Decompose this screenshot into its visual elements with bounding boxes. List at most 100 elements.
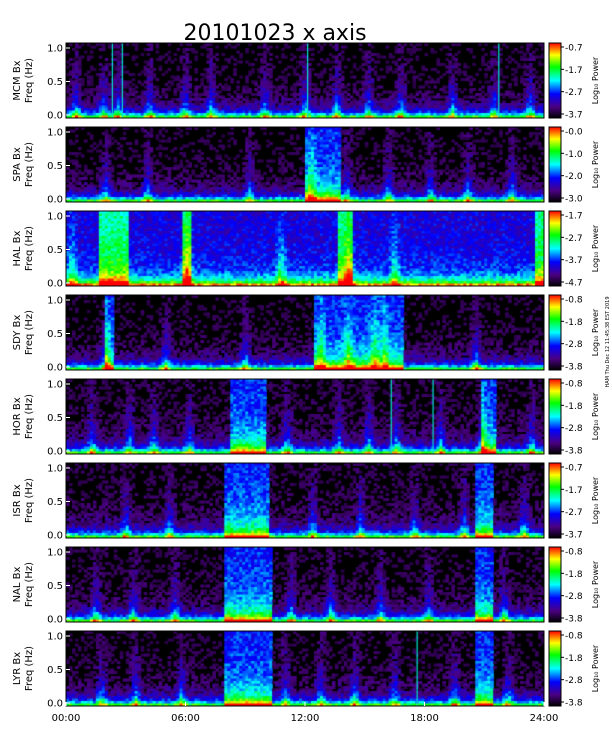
station-label: HOR Bx (12, 397, 23, 435)
colorbar-tick-label: -0.8 (565, 296, 583, 306)
y-tick-label: 0.0 (47, 615, 63, 626)
y-tick-label: 0.0 (47, 111, 63, 122)
y-tick-label: 1.0 (47, 212, 63, 223)
spectrogram-image (66, 547, 544, 622)
colorbar-tick-label: -2.8 (565, 340, 583, 350)
y-tick-label: 1.0 (47, 44, 63, 55)
colorbar-tick-label: -3.8 (565, 699, 583, 709)
x-tick-label: 18:00 (410, 713, 439, 724)
y-axis-label: Freq (Hz) (24, 394, 35, 439)
colorbar-tick-label: -1.0 (565, 150, 583, 160)
y-tick-label: 1.0 (47, 380, 63, 391)
y-tick-label: 0.0 (47, 279, 63, 290)
spectrogram-image (66, 211, 544, 286)
panel-frame (65, 462, 545, 539)
colorbar-label: Log₁₀ Power (591, 644, 600, 692)
panel-sdy: 0.0 0.5 1.0 SDY Bx Freq (Hz) -0.8 -1.8 -2.8 -3.8… (12, 294, 600, 374)
colorbar-tick-label: -1.7 (565, 66, 583, 76)
colorbar-tick-label: -2.7 (565, 88, 583, 98)
colorbar (548, 294, 562, 371)
colorbar-label: Log₁₀ Power (591, 56, 600, 104)
y-tick-label: 0.5 (47, 161, 63, 172)
colorbar (548, 546, 562, 623)
colorbar-tick-label: -0.8 (565, 632, 583, 642)
colorbar (548, 462, 562, 539)
colorbar-tick-label: -0.0 (565, 128, 583, 138)
panel-isr: 0.0 0.5 1.0 ISR Bx Freq (Hz) -0.7 -1.7 -2.7 -3.7… (12, 462, 600, 542)
colorbar-tick-label: -0.7 (565, 464, 583, 474)
colorbar (548, 126, 562, 203)
spectrogram-image (66, 463, 544, 538)
y-tick-label: 0.0 (47, 699, 63, 710)
colorbar (548, 378, 562, 455)
colorbar (548, 630, 562, 707)
y-axis-label: Freq (Hz) (24, 646, 35, 691)
panel-hal: 0.0 0.5 1.0 HAL Bx Freq (Hz) -1.7 -2.7 -3.7 -4.7… (12, 210, 600, 290)
y-axis-label: Freq (Hz) (24, 142, 35, 187)
y-tick-label: 0.5 (47, 329, 63, 340)
x-tick-label: 00:00 (52, 713, 81, 724)
station-label: ISR Bx (12, 484, 23, 516)
panel-frame (65, 210, 545, 287)
colorbar-label: Log₁₀ Power (591, 392, 600, 440)
colorbar-tick-label: -4.7 (565, 279, 583, 289)
y-tick-label: 0.0 (47, 363, 63, 374)
colorbar-tick-label: -2.7 (565, 508, 583, 518)
y-axis-label: Freq (Hz) (24, 562, 35, 607)
station-label: HAL Bx (12, 230, 23, 266)
colorbar-tick-label: -3.0 (565, 195, 583, 205)
panel-frame (65, 546, 545, 623)
station-label: MCM Bx (12, 60, 23, 100)
station-label: SPA Bx (12, 147, 23, 182)
x-tick-label: 06:00 (171, 713, 200, 724)
panel-hor: 0.0 0.5 1.0 HOR Bx Freq (Hz) -0.8 -1.8 -2.8 -3.8… (12, 378, 600, 458)
y-tick-label: 1.0 (47, 632, 63, 643)
colorbar-tick-label: -2.7 (565, 234, 583, 244)
colorbar-tick-label: -3.7 (565, 531, 583, 541)
y-tick-label: 1.0 (47, 464, 63, 475)
colorbar-label: Log₁₀ Power (591, 224, 600, 272)
y-tick-label: 0.5 (47, 497, 63, 508)
station-label: SDY Bx (12, 315, 23, 351)
colorbar-tick-label: -3.8 (565, 447, 583, 457)
colorbar-tick-label: -3.8 (565, 363, 583, 373)
y-tick-label: 0.5 (47, 77, 63, 88)
spectrogram-image (66, 127, 544, 202)
panel-frame (65, 42, 545, 119)
panel-frame (65, 126, 545, 203)
y-tick-label: 0.5 (47, 665, 63, 676)
y-tick-label: 0.5 (47, 245, 63, 256)
panel-frame (65, 294, 545, 371)
colorbar-label: Log₁₀ Power (591, 476, 600, 524)
panel-spa: 0.0 0.5 1.0 SPA Bx Freq (Hz) -0.0 -1.0 -2.0 -3.0… (12, 126, 600, 206)
spectrogram-image (66, 43, 544, 118)
y-tick-label: 0.0 (47, 531, 63, 542)
station-label: LYR Bx (12, 652, 23, 685)
colorbar-tick-label: -0.8 (565, 548, 583, 558)
colorbar-tick-label: -2.8 (565, 592, 583, 602)
spectrogram-image (66, 379, 544, 454)
colorbar-label: Log₁₀ Power (591, 308, 600, 356)
colorbar-tick-label: -0.8 (565, 380, 583, 390)
y-axis-label: Freq (Hz) (24, 226, 35, 271)
colorbar-tick-label: -1.8 (565, 318, 583, 328)
y-axis-label: Freq (Hz) (24, 58, 35, 103)
x-tick-label: 24:00 (530, 713, 559, 724)
colorbar-label: Log₁₀ Power (591, 140, 600, 188)
colorbar-label: Log₁₀ Power (591, 560, 600, 608)
colorbar-tick-label: -2.8 (565, 676, 583, 686)
colorbar-tick-label: -2.8 (565, 424, 583, 434)
colorbar-tick-label: -1.7 (565, 486, 583, 496)
y-tick-label: 1.0 (47, 548, 63, 559)
colorbar-tick-label: -1.7 (565, 212, 583, 222)
y-tick-label: 1.0 (47, 296, 63, 307)
spectrogram-image (66, 295, 544, 370)
colorbar-tick-label: -3.7 (565, 111, 583, 121)
y-tick-label: 0.5 (47, 413, 63, 424)
colorbar (548, 210, 562, 287)
station-label: NAL Bx (12, 566, 23, 602)
y-axis-label: Freq (Hz) (24, 478, 35, 523)
x-tick-label: 12:00 (291, 713, 320, 724)
spectrogram-image (66, 631, 544, 706)
